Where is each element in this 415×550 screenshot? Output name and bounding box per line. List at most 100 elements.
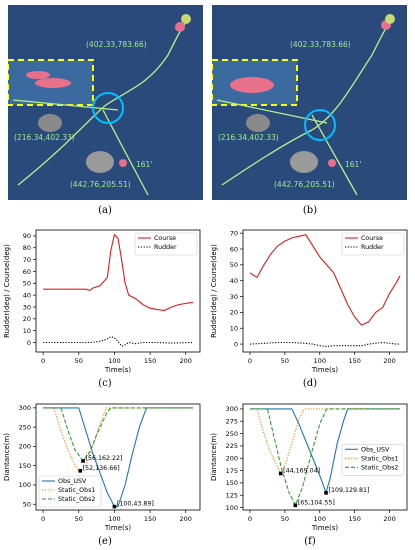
scene-b-label-left: (216.34,402.33) <box>218 133 279 142</box>
y-tick-label: 175 <box>226 467 238 475</box>
scene-b-label-top: (402.33,783.66) <box>290 40 351 49</box>
x-tick-label: 0 <box>41 357 45 365</box>
annotation-marker <box>112 504 117 509</box>
x-axis-label: Time(s) <box>104 366 132 374</box>
scene-a-target-dot-2 <box>181 14 191 24</box>
scene-a: (402.33,783.66) (216.34,402.33) (442.76,… <box>8 5 203 200</box>
x-tick-label: 200 <box>383 515 395 523</box>
x-tick-label: 50 <box>281 357 289 365</box>
y-tick-label: 250 <box>19 423 31 431</box>
scene-a-obstacle-dot <box>119 159 127 167</box>
scene-b-label-angle: 161' <box>345 160 361 169</box>
scene-b-obstacle-ellipse <box>230 77 274 93</box>
x-tick-label: 0 <box>248 515 252 523</box>
y-tick-label: 200 <box>19 443 31 451</box>
legend-label: Obs_USV <box>58 478 87 485</box>
y-tick-label: 125 <box>226 492 238 500</box>
x-tick-label: 200 <box>180 357 192 365</box>
legend-label: Static_Obs2 <box>361 464 398 471</box>
annotation-marker <box>81 459 85 463</box>
y-tick-label: 20 <box>23 315 31 323</box>
caption-f: (f) <box>304 536 316 547</box>
caption-c: (c) <box>98 378 112 389</box>
scene-a-drawing: (402.33,783.66) (216.34,402.33) (442.76,… <box>8 5 203 200</box>
caption-a: (a) <box>98 205 112 216</box>
series-line-course <box>43 233 193 312</box>
scene-b-safety-circle <box>304 109 336 141</box>
x-tick-label: 150 <box>144 357 156 365</box>
legend-label: Course <box>154 235 176 242</box>
series-line-obs-usv <box>250 408 400 495</box>
x-tick-label: 0 <box>41 515 45 523</box>
annotation-marker <box>293 503 298 508</box>
legend-label: Rudder <box>154 244 177 251</box>
scene-b: (402.33,783.66) (216.34,402.33) (442.76,… <box>212 5 407 200</box>
legend-label: Rudder <box>361 244 384 251</box>
y-tick-label: 150 <box>19 462 31 470</box>
y-tick-label: 250 <box>226 430 238 438</box>
x-tick-label: 100 <box>108 515 120 523</box>
x-axis-label: Time(s) <box>311 366 339 374</box>
annotation-label: [100,43.89] <box>117 501 154 508</box>
y-tick-label: 30 <box>23 303 31 311</box>
x-tick-label: 50 <box>281 515 289 523</box>
annotation-label: [65,104.55] <box>298 499 335 506</box>
x-tick-label: 150 <box>144 515 156 523</box>
series-line-rudder <box>43 335 193 347</box>
chart-d: 0 50 100 150 200 0 10 20 30 40 50 60 70 Time(s) Rudder… <box>210 229 408 374</box>
annotation-label: [44,169.04] <box>283 467 320 474</box>
scene-b-obs-path <box>216 99 328 124</box>
y-tick-label: 10 <box>230 325 238 333</box>
x-axis-label: Time(s) <box>104 524 132 532</box>
scene-a-rock-1 <box>38 114 62 132</box>
caption-b: (b) <box>302 205 318 216</box>
x-tick-label: 200 <box>383 357 395 365</box>
y-tick-label: 275 <box>226 418 238 426</box>
caption-d: (d) <box>302 378 318 389</box>
x-tick-label: 50 <box>75 357 83 365</box>
x-tick-label: 200 <box>180 515 192 523</box>
scene-a-obs-path <box>12 99 119 111</box>
scene-a-obstacle-ellipse-1 <box>26 71 50 79</box>
y-tick-label: 300 <box>226 405 238 413</box>
x-tick-label: 150 <box>348 357 360 365</box>
y-tick-label: 225 <box>226 442 238 450</box>
scene-a-label-bottom: (442.76,205.51) <box>70 180 131 189</box>
annotation-marker <box>78 469 83 473</box>
scene-a-obstacle-ellipse-2 <box>35 78 71 88</box>
y-tick-label: 90 <box>23 232 31 240</box>
annotation-marker <box>324 491 328 495</box>
scene-a-label-left: (216.34,402.33) <box>14 133 75 142</box>
scene-a-obs-path-2 <box>102 109 149 196</box>
y-tick-label: 60 <box>230 245 238 253</box>
y-tick-label: 70 <box>230 229 238 237</box>
scene-b-target-dot-2 <box>385 14 395 24</box>
y-tick-label: 50 <box>23 501 31 509</box>
scene-a-usv-path <box>17 19 189 186</box>
x-axis-label: Time(s) <box>311 524 339 532</box>
legend-label: Static_Obs1 <box>361 455 398 462</box>
y-tick-label: 200 <box>226 455 238 463</box>
scene-b-obs-path-2 <box>311 114 358 196</box>
y-tick-label: 150 <box>226 479 238 487</box>
y-tick-label: 30 <box>230 293 238 301</box>
scene-a-target-dot-1 <box>175 22 185 32</box>
legend-label: Course <box>361 235 383 242</box>
y-tick-label: 0 <box>234 340 238 348</box>
x-tick-label: 100 <box>314 515 326 523</box>
y-axis-label: Diantance(m) <box>210 433 218 481</box>
x-tick-label: 0 <box>248 357 252 365</box>
x-tick-label: 100 <box>314 357 326 365</box>
series-line-course <box>249 234 401 326</box>
scene-a-zoom-box <box>8 59 94 106</box>
x-tick-label: 50 <box>75 515 83 523</box>
scene-a-label-top: (402.33,783.66) <box>86 40 147 49</box>
legend-label: Static_Obs1 <box>58 487 95 494</box>
y-tick-label: 70 <box>23 256 31 264</box>
chart-c: 0 50 100 150 200 0 10 20 30 40 50 60 70 80 90 Time(s) Ru… <box>3 229 201 374</box>
caption-e: (e) <box>98 536 112 547</box>
scene-a-label-angle: 161' <box>136 160 152 169</box>
y-tick-label: 50 <box>23 280 31 288</box>
scene-a-rock-2 <box>86 151 114 173</box>
y-tick-label: 10 <box>23 327 31 335</box>
